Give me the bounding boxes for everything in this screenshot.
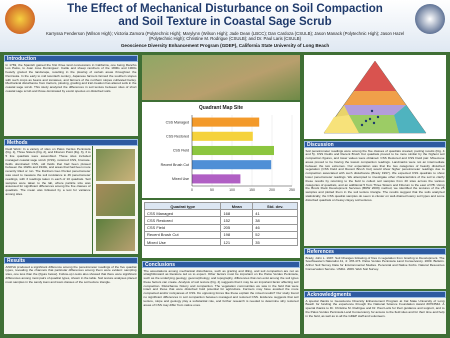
section-heading: Methods (4, 139, 138, 146)
table-row: Quadrat type Mean Std. dev. (143, 201, 298, 211)
legend-label: Mixed Use (172, 177, 189, 181)
photo (96, 219, 135, 251)
table-row: Recent Brush Cut 198 52 (143, 230, 298, 239)
x-tick-label: 250 (289, 188, 295, 192)
logo-left (5, 4, 35, 34)
methods-photos (93, 146, 138, 254)
sand-region (324, 115, 359, 133)
table-cell: CSS Managed (143, 209, 222, 218)
section-text: Soil penetrometer readings were among th… (304, 148, 446, 246)
table-cell: 168 (220, 209, 254, 218)
section-heading: Conclusions (142, 261, 300, 268)
section-text: In 1769, the Spanish gained the first th… (4, 62, 138, 136)
table-row: CSS Managed 168 41 (143, 209, 298, 218)
table-row: CSS Restored 152 38 (143, 216, 298, 225)
table-row: Mixed Use 121 35 (143, 237, 298, 247)
table-cell: 121 (220, 237, 254, 247)
photo (96, 184, 135, 216)
section-heading: References (304, 248, 446, 255)
bar-chart: Quadrant Map Site 0 50 100 150 200 250 CSS Man… (142, 102, 300, 198)
section-text: ANOVA produced a significant difference … (4, 264, 138, 334)
section-text: The associations among mechanical distur… (142, 268, 300, 334)
table-cell: 38 (252, 216, 298, 225)
chart-title: Quadrant Map Site (199, 105, 243, 111)
site-photo (142, 55, 300, 100)
x-tick-label: 50 (210, 188, 214, 192)
authors: Karryssa Fenderson (Wilson High); Victor… (45, 31, 405, 41)
section-heading: Discussion (304, 141, 446, 148)
table-header-cell: Quadrat type (143, 201, 222, 211)
table-header-cell: Mean (220, 201, 254, 211)
bar (192, 174, 241, 184)
section-heading: Results (4, 257, 138, 264)
affiliation: Geoscience Diversity Enhancement Program… (120, 43, 330, 48)
table-cell: 41 (252, 209, 298, 218)
section-heading: Acknowledgments (304, 291, 446, 298)
section-text: Brady, John L. 1997. Soil Changes follow… (304, 255, 446, 289)
table-cell: 152 (220, 216, 254, 225)
x-tick-label: 150 (249, 188, 255, 192)
section-text: Field Work: In a variety of sites on Pal… (4, 146, 92, 254)
table: Quadrat type Mean Std. dev. CSS Managed 168 4… (143, 201, 298, 247)
table-header-cell: Std. dev. (252, 201, 298, 211)
header: The Effect of Mechanical Disturbance on … (0, 0, 450, 52)
silt-region (394, 105, 426, 133)
table-cell: 205 (220, 223, 254, 232)
table-cell: 52 (252, 230, 298, 239)
logo-right (415, 4, 445, 34)
photo (96, 149, 135, 181)
bar (192, 117, 260, 127)
table-cell: Recent Brush Cut (143, 230, 222, 239)
bar (192, 160, 272, 170)
section-heading: Introduction (4, 55, 138, 62)
table-cell: CSS Restored (143, 216, 222, 225)
legend-label: Recent Brush Cut (161, 163, 189, 167)
x-tick-label: 100 (229, 188, 235, 192)
bar (192, 131, 253, 141)
sample-points (360, 109, 380, 127)
table-cell: 35 (252, 237, 298, 247)
legend-label: CSS Restored (166, 135, 189, 139)
legend-label: CSS Field (173, 149, 189, 153)
section-text: A special thanks to Geoscience Diversity… (304, 298, 446, 334)
soil-texture-triangle (304, 55, 446, 139)
bar (192, 145, 274, 156)
sandy-clay-region (344, 105, 406, 115)
x-tick-label: 0 (191, 188, 193, 192)
table-cell: 46 (252, 223, 298, 232)
table-cell: CSS Field (143, 223, 222, 232)
table-cell: 198 (220, 230, 254, 239)
table-cell: Mixed Use (143, 237, 222, 247)
table-panel: Quadrat type Mean Std. dev. CSS Managed 168 4… (142, 200, 300, 258)
table-row: CSS Field 205 46 (143, 223, 298, 232)
legend-label: CSS Managed (166, 120, 189, 124)
x-tick-label: 200 (269, 188, 275, 192)
clay-region (354, 61, 396, 91)
clay-loam-region (344, 91, 406, 105)
title: The Effect of Mechanical Disturbance on … (67, 3, 383, 28)
